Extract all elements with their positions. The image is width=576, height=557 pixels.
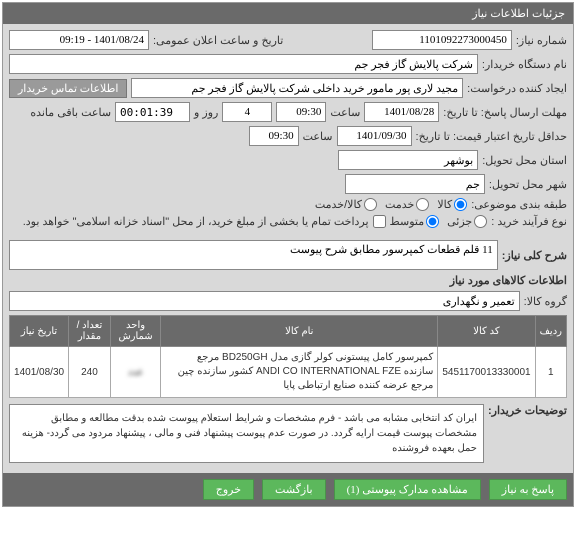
- process-radio-group: جزئی متوسط: [390, 215, 488, 228]
- request-creator-label: ایجاد کننده درخواست:: [467, 82, 567, 95]
- radio-medium[interactable]: [426, 215, 439, 228]
- province-input[interactable]: [338, 150, 478, 170]
- cell-idx: 1: [535, 347, 566, 398]
- process-note: پرداخت تمام یا بخشی از مبلغ خرید، از محل…: [23, 215, 369, 228]
- announce-input[interactable]: [9, 30, 149, 50]
- budget-class-label: طبقه بندی موضوعی:: [471, 198, 567, 211]
- radio-goods-service-label: کالا/خدمت: [315, 198, 362, 211]
- validity-time-input[interactable]: [249, 126, 299, 146]
- city-input[interactable]: [345, 174, 485, 194]
- contact-button[interactable]: اطلاعات تماس خریدار: [9, 79, 127, 98]
- need-number-label: شماره نیاز:: [516, 34, 567, 47]
- exit-button[interactable]: خروج: [203, 479, 254, 500]
- items-section-title: اطلاعات کالاهای مورد نیاز: [9, 274, 567, 287]
- deadline-time-input[interactable]: [276, 102, 326, 122]
- radio-goods-service[interactable]: [364, 198, 377, 211]
- th-qty: تعداد / مقدار: [69, 316, 111, 347]
- general-desc-label: شرح کلی نیاز:: [502, 249, 567, 262]
- cell-name: کمپرسور کامل پیستونی کولر گازی مدل BD250…: [161, 347, 438, 398]
- process-label: نوع فرآیند خرید :: [491, 215, 567, 228]
- radio-goods[interactable]: [454, 198, 467, 211]
- group-input[interactable]: [9, 291, 520, 311]
- validity-label: حداقل تاریخ اعتبار قیمت: تا تاریخ:: [416, 130, 567, 143]
- city-label: شهر محل تحویل:: [489, 178, 567, 191]
- th-unit: واحد شمارش: [110, 316, 161, 347]
- buyer-label: نام دستگاه خریدار:: [482, 58, 567, 71]
- deadline-label: مهلت ارسال پاسخ: تا تاریخ:: [443, 106, 567, 119]
- radio-service-label: خدمت: [385, 198, 414, 211]
- province-label: استان محل تحویل:: [482, 154, 567, 167]
- panel-title: جزئیات اطلاعات نیاز: [3, 3, 573, 24]
- notes-box: ایران کد انتخابی مشابه می باشد - فرم مشخ…: [9, 404, 484, 463]
- respond-button[interactable]: پاسخ به نیاز: [489, 479, 567, 500]
- back-button[interactable]: بازگشت: [262, 479, 326, 500]
- radio-service[interactable]: [416, 198, 429, 211]
- items-table: ردیف کد کالا نام کالا واحد شمارش تعداد /…: [9, 315, 567, 398]
- footer-bar: پاسخ به نیاز مشاهده مدارک پیوستی (1) باز…: [3, 473, 573, 506]
- panel-body: شماره نیاز: تاریخ و ساعت اعلان عمومی: نا…: [3, 24, 573, 473]
- validity-date-input[interactable]: [337, 126, 412, 146]
- radio-small-label: جزئی: [447, 215, 472, 228]
- th-row: ردیف: [535, 316, 566, 347]
- general-desc-textarea[interactable]: 11 قلم قطعات کمپرسور مطابق شرح پیوست: [9, 240, 498, 270]
- cell-unit: عدد: [110, 347, 161, 398]
- cell-date: 1401/08/30: [10, 347, 69, 398]
- buyer-input[interactable]: [9, 54, 478, 74]
- th-name: نام کالا: [161, 316, 438, 347]
- table-row: 1 5451170013330001 کمپرسور کامل پیستونی …: [10, 347, 567, 398]
- countdown-input: [115, 102, 190, 122]
- th-date: تاریخ نیاز: [10, 316, 69, 347]
- radio-goods-label: کالا: [437, 198, 452, 211]
- time-label-1: ساعت: [330, 106, 360, 119]
- deadline-date-input[interactable]: [364, 102, 439, 122]
- roz-label: روز و: [194, 106, 218, 119]
- treasury-checkbox[interactable]: [373, 215, 386, 228]
- group-label: گروه کالا:: [524, 295, 567, 308]
- th-code: کد کالا: [438, 316, 535, 347]
- main-panel: جزئیات اطلاعات نیاز شماره نیاز: تاریخ و …: [2, 2, 574, 507]
- time-label-2: ساعت: [303, 130, 333, 143]
- budget-radio-group: کالا خدمت کالا/خدمت: [315, 198, 467, 211]
- radio-medium-label: متوسط: [390, 215, 425, 228]
- cell-qty: 240: [69, 347, 111, 398]
- attachments-button[interactable]: مشاهده مدارک پیوستی (1): [334, 479, 481, 500]
- cell-code: 5451170013330001: [438, 347, 535, 398]
- notes-label: توضیحات خریدار:: [488, 404, 567, 417]
- days-count-input[interactable]: [222, 102, 272, 122]
- need-number-input[interactable]: [372, 30, 512, 50]
- radio-small[interactable]: [474, 215, 487, 228]
- announce-label: تاریخ و ساعت اعلان عمومی:: [153, 34, 283, 47]
- remaining-label: ساعت باقی مانده: [30, 106, 111, 119]
- request-creator-input[interactable]: [131, 78, 463, 98]
